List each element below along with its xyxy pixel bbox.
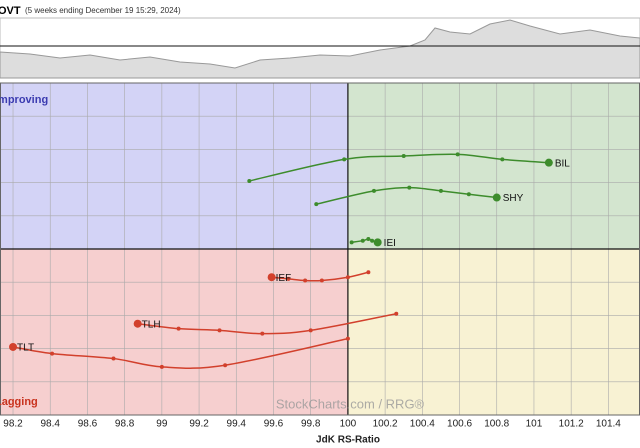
x-tick-label: 101 [526,419,543,430]
head-point [492,193,501,202]
quadrant-improving [0,83,348,249]
tail-point [176,326,181,331]
tail-point [319,278,324,283]
tail-point [111,356,116,361]
benchmark-strip [0,17,640,79]
tail-point [345,275,350,280]
head-point [544,158,553,167]
quadrant-label: Lagging [0,396,38,408]
x-tick-label: 99.6 [264,419,284,430]
tail-point [366,237,371,242]
chart-title: OVT [0,5,21,17]
tail-point [342,157,347,162]
series-label: BIL [555,158,570,169]
tail-point [247,178,252,183]
x-tick-label: 100.8 [484,419,509,430]
quadrant-leading [348,83,640,249]
watermark: StockCharts.com / RRG® [276,396,425,411]
tail-point [314,202,319,207]
x-axis-title: JdK RS-Ratio [316,435,380,446]
tail-point [407,185,412,190]
tail-point [159,364,164,369]
tail-point [366,270,371,275]
x-tick-label: 100.4 [410,419,435,430]
tail-point [260,331,265,336]
tail-line [249,153,549,182]
plot-area [0,83,640,415]
head-point [373,238,382,247]
tail-point [438,188,443,193]
tail-point [394,311,399,316]
x-tick-label: 98.2 [3,419,23,430]
tail-point [217,328,222,333]
x-tick-label: 100.2 [373,419,398,430]
quadrant-label: Improving [0,94,48,106]
x-tick-label: 101.4 [596,419,621,430]
x-tick-label: 98.6 [78,419,98,430]
tail-point [345,336,350,341]
quadrant-weakening [348,249,640,415]
x-tick-label: 100.6 [447,419,472,430]
tail-point [50,351,55,356]
tail-point [308,328,313,333]
tail-point [466,192,471,197]
chart-subtitle: (5 weeks ending December 19 15:29, 2024) [25,6,181,15]
head-point [133,319,142,328]
tail-point [349,240,354,245]
head-point [9,342,18,351]
x-tick-label: 100 [340,419,357,430]
x-tick-label: 98.8 [115,419,135,430]
x-tick-label: 99 [156,419,168,430]
tail-line [316,186,497,205]
tail-point [370,238,375,243]
series-label: TLT [17,343,34,354]
x-tick-label: 99.8 [301,419,321,430]
series-label: IEI [384,238,396,249]
x-tick-label: 98.4 [40,419,60,430]
tail-point [500,157,505,162]
series-label: TLH [142,319,161,330]
head-point [267,273,276,282]
tail-point [303,278,308,283]
series-label: IEF [276,273,292,284]
tail-point [360,238,365,243]
x-tick-label: 99.2 [189,419,209,430]
x-tick-label: 99.4 [227,419,247,430]
x-tick-label: 101.2 [559,419,584,430]
tail-point [223,363,228,368]
tail-point [401,154,406,159]
tail-point [455,152,460,157]
tail-point [286,276,291,281]
tail-point [371,188,376,193]
series-label: SHY [503,193,524,204]
